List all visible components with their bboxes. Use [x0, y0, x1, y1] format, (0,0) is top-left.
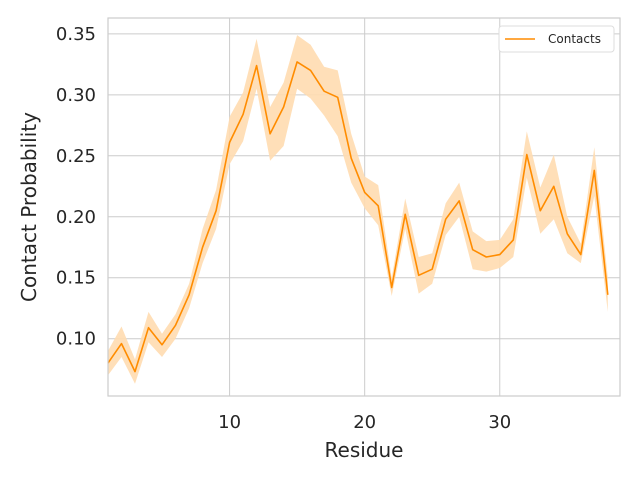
y-tick-label: 0.35: [56, 24, 96, 45]
legend-label-contacts: Contacts: [548, 32, 601, 46]
y-tick-label: 0.30: [56, 85, 96, 106]
y-axis-label: Contact Probability: [17, 112, 41, 302]
y-tick-label: 0.10: [56, 329, 96, 350]
x-tick-label: 20: [353, 412, 376, 433]
y-tick-label: 0.25: [56, 146, 96, 167]
x-tick-label: 30: [488, 412, 511, 433]
legend-box: [498, 25, 615, 53]
confidence-band: [108, 35, 608, 384]
x-tick-labels: 10 20 30: [218, 412, 511, 433]
y-tick-label: 0.15: [56, 268, 96, 289]
y-tick-label: 0.20: [56, 207, 96, 228]
y-tick-labels: 0.10 0.15 0.20 0.25 0.30 0.35: [56, 24, 96, 350]
x-tick-label: 10: [218, 412, 241, 433]
series-line-contacts: [107, 61, 609, 373]
legend: Contacts: [498, 25, 615, 53]
x-axis-label: Residue: [325, 438, 404, 462]
plot-frame: [107, 17, 621, 397]
